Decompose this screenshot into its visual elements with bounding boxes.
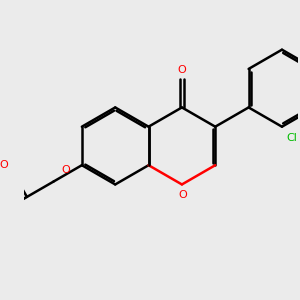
Text: Cl: Cl	[286, 133, 297, 143]
Text: O: O	[61, 165, 70, 175]
Text: O: O	[178, 190, 187, 200]
Text: O: O	[178, 64, 186, 74]
Text: O: O	[0, 160, 8, 170]
